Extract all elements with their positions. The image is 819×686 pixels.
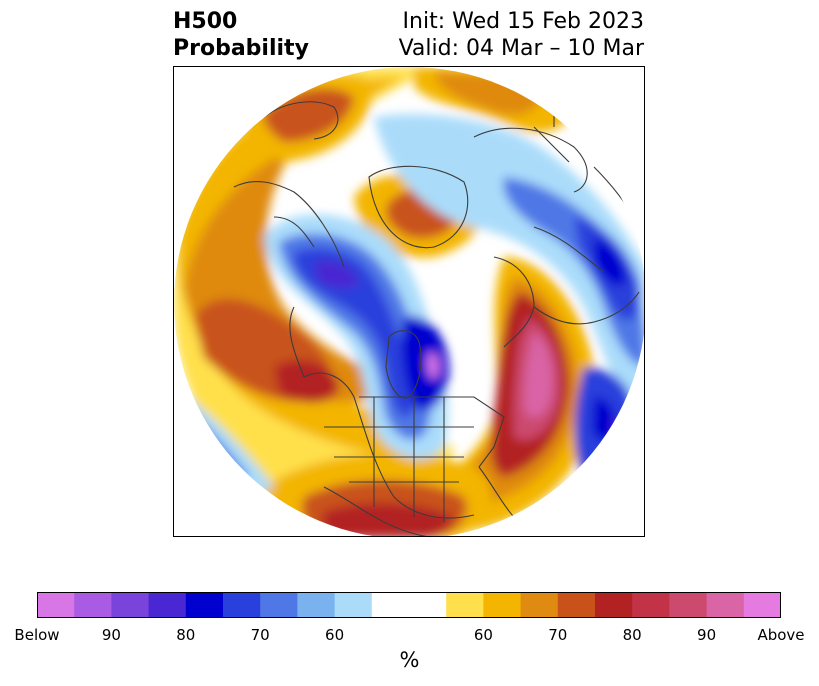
colorbar-tick-label: 70 xyxy=(548,626,568,644)
map-title-left: H500 Probability xyxy=(173,8,309,62)
colorbar-segment xyxy=(706,592,745,618)
colorbar-tick-labels: Below 90 80 70 60 60 70 80 90 Above xyxy=(0,626,819,646)
colorbar-tick-label: 90 xyxy=(697,626,717,644)
colorbar-segment xyxy=(669,592,708,618)
colorbar-segment xyxy=(334,592,373,618)
title-metric: Probability xyxy=(173,36,309,61)
colorbar-segment xyxy=(520,592,559,618)
colorbar-segment xyxy=(595,592,633,618)
colorbar-units-label: % xyxy=(399,648,420,672)
probability-map xyxy=(173,66,645,537)
colorbar-segment xyxy=(557,592,596,618)
polar-map-svg xyxy=(174,67,644,536)
colorbar-tick-label: 90 xyxy=(101,626,121,644)
colorbar-segment xyxy=(74,592,112,618)
colorbar-segment xyxy=(446,592,484,618)
colorbar-segment xyxy=(148,592,187,618)
colorbar-border xyxy=(37,592,781,618)
colorbar-tick-label: 60 xyxy=(473,626,493,644)
probability-field xyxy=(174,67,644,536)
colorbar-segment xyxy=(409,592,447,618)
colorbar-segment xyxy=(185,592,224,618)
colorbar xyxy=(37,592,781,618)
colorbar-segment xyxy=(632,592,670,618)
colorbar-tick-label: 80 xyxy=(176,626,196,644)
colorbar-segment xyxy=(37,592,75,618)
colorbar-tick-label: 60 xyxy=(325,626,345,644)
colorbar-segment xyxy=(111,592,150,618)
colorbar-segment xyxy=(371,592,410,618)
init-date-label: Init: Wed 15 Feb 2023 xyxy=(402,9,644,34)
colorbar-tick-label: Above xyxy=(757,626,805,644)
colorbar-tick-label: 70 xyxy=(250,626,270,644)
colorbar-segment xyxy=(260,592,298,618)
colorbar-tick-label: Below xyxy=(14,626,60,644)
title-variable: H500 xyxy=(173,9,238,34)
map-title-right: Init: Wed 15 Feb 2023 Valid: 04 Mar – 10… xyxy=(399,8,644,62)
colorbar-segment xyxy=(743,592,781,618)
colorbar-tick-label: 80 xyxy=(622,626,642,644)
colorbar-segment xyxy=(223,592,261,618)
colorbar-segment xyxy=(297,592,336,618)
valid-range-label: Valid: 04 Mar – 10 Mar xyxy=(398,36,644,61)
colorbar-segment xyxy=(483,592,522,618)
